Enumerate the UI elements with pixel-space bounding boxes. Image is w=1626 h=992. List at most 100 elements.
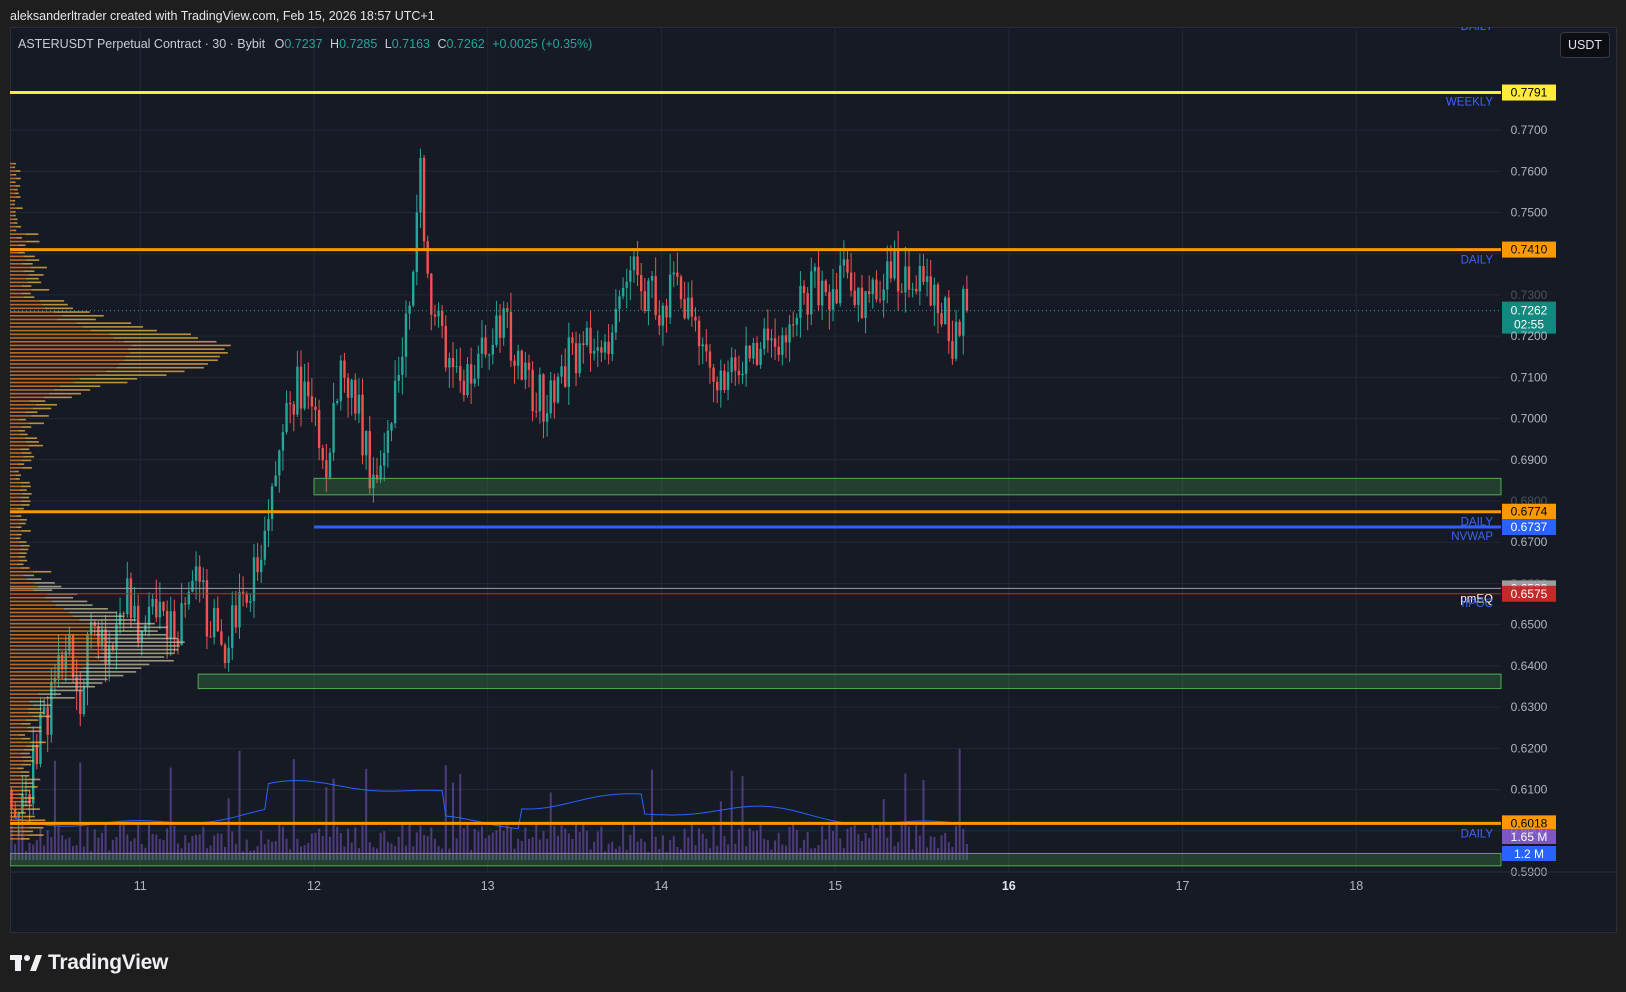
price-tag [1502,241,1556,258]
price-tag [1502,815,1556,832]
candle-body [198,566,201,582]
volume-profile-bar [10,300,40,302]
candle-body [155,598,158,618]
candle-body [173,611,176,639]
y-axis: 0.59000.60000.61000.62000.63000.64000.65… [1511,123,1548,879]
volume-bar [484,838,487,860]
candle-body [375,474,379,480]
candle-body [719,370,723,391]
x-axis-tick-label: 13 [481,879,495,893]
candle-body [249,601,252,603]
volume-bar [97,837,100,860]
candle-body [520,350,523,380]
volume-profile-bar [105,370,185,373]
volume-profile-bar [10,385,60,388]
volume-profile-bar [29,700,46,703]
candle-body [918,265,922,292]
volume-bar [477,831,480,860]
candle-body [632,256,636,271]
volume-profile-bar [10,173,14,176]
volume-profile-bar [10,288,32,291]
candle-body [383,452,386,466]
volume-bar [111,839,114,860]
volume-bar [795,829,798,860]
price-tag-text: 0.6774 [1511,505,1548,519]
volume-bar [817,844,820,860]
candle-body [513,360,516,366]
candle-body [412,271,415,306]
candle-body [654,276,657,316]
volume-profile-bar [10,389,55,391]
volume-profile-bar [17,563,24,566]
volume-profile-bar [14,470,19,473]
candle-body [886,261,889,290]
candle-body [658,315,661,326]
tradingview-logo[interactable]: TradingView [10,950,168,976]
volume-bar [129,841,132,860]
volume-bar [397,836,400,860]
volume-profile-bar [10,526,17,529]
volume-bar [694,845,697,860]
volume-profile-bar [10,166,13,169]
price-tag-text: 0.6018 [1511,816,1548,830]
candle-body [625,281,628,288]
legend-open-label: O [274,37,285,51]
volume-profile-bar [10,678,64,681]
volume-bar [564,828,567,860]
volume-profile-bar [20,544,30,547]
x-axis-tick-label: 14 [654,879,668,893]
volume-profile-bar [10,285,22,287]
volume-bar [531,837,534,860]
volume-profile-bar [49,689,83,692]
volume-profile-bar [10,493,22,495]
candle-body [734,357,737,371]
volume-bar [546,838,549,860]
candle-body [947,297,951,342]
candle-body [889,261,893,279]
volume-profile-bar [10,292,22,295]
candle-body [741,373,744,376]
volume-profile-bar [10,808,27,810]
legend-low-label: L [384,37,392,51]
price-tag-text: 0.7410 [1511,243,1548,257]
volume-bar [643,841,646,860]
volume-profile-bar [101,637,178,640]
volume-bar [875,828,878,860]
volume-profile-bar [10,633,96,636]
candle-body [336,401,339,403]
candle-body [151,598,154,607]
volume-bar [965,843,968,860]
volume-profile-bar [15,170,21,172]
volume-profile-bar [16,207,23,209]
volume-profile-bar [10,637,102,640]
volume-bar [593,841,596,860]
volume-profile-bar [29,400,46,402]
currency-button[interactable]: USDT [1560,32,1610,58]
volume-bar [940,835,943,860]
candle-body [451,358,455,368]
volume-profile-bar [18,522,26,525]
volume-profile-bar [10,322,77,324]
volume-profile-bar [10,270,24,273]
candle-body [328,452,332,478]
volume-bar [774,840,777,860]
candle-body [437,310,440,317]
volume-profile-bar [10,556,19,558]
volume-bar [173,825,176,860]
volume-profile-bar [22,804,33,807]
candle-body [466,364,469,396]
candle-body [256,557,259,573]
candle-body [647,280,650,312]
volume-bar [17,829,20,860]
volume-bar [480,826,483,860]
volume-bar [195,834,198,860]
candle-body [267,519,270,531]
volume-bar [365,768,368,860]
volume-bar [441,848,444,860]
volume-profile-bar [10,355,126,358]
candle-body [925,276,929,283]
volume-profile-bar [10,333,110,336]
volume-profile-bar [10,656,95,658]
volume-bar [50,837,53,860]
chart-svg[interactable]: WEEKLY 0.7791 DAILY 0.7410 DAILY 0.6774 NVWAP 0… [10,27,1617,933]
